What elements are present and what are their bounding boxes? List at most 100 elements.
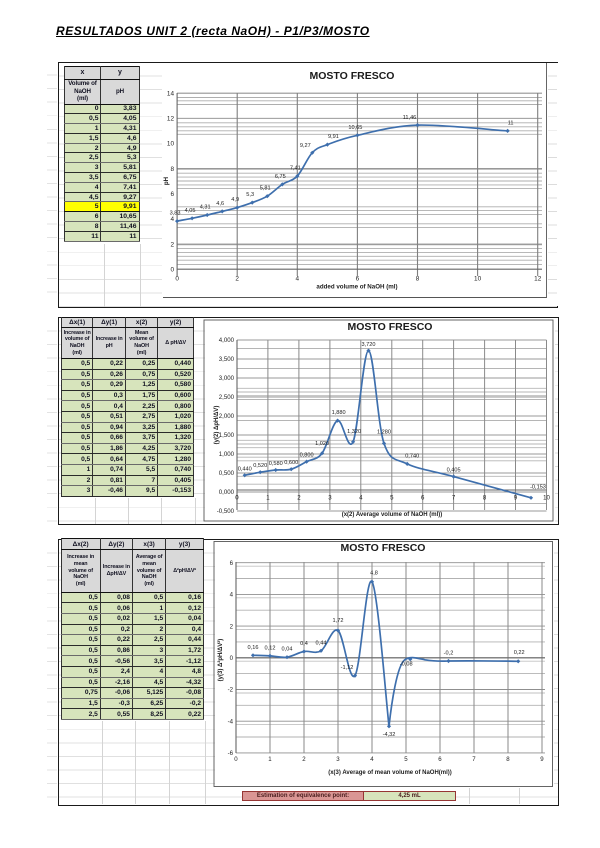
svg-text:-2: -2 bbox=[228, 687, 234, 694]
svg-text:added volume of NaOH (ml): added volume of NaOH (ml) bbox=[316, 284, 397, 291]
svg-text:-0,500: -0,500 bbox=[217, 508, 235, 515]
svg-text:1,280: 1,280 bbox=[377, 429, 391, 435]
svg-text:4,9: 4,9 bbox=[231, 197, 239, 203]
svg-text:0,800: 0,800 bbox=[300, 453, 314, 459]
svg-text:3: 3 bbox=[328, 495, 332, 502]
svg-text:3,000: 3,000 bbox=[219, 375, 235, 382]
svg-text:8: 8 bbox=[506, 756, 510, 763]
svg-text:0,520: 0,520 bbox=[253, 463, 267, 469]
svg-text:0,44: 0,44 bbox=[316, 640, 327, 646]
svg-text:3,83: 3,83 bbox=[170, 211, 181, 217]
svg-text:-4,32: -4,32 bbox=[383, 732, 396, 738]
svg-text:9: 9 bbox=[514, 495, 518, 502]
svg-text:(x(3) Average of mean volume o: (x(3) Average of mean volume of NaOH(ml)… bbox=[328, 770, 452, 776]
svg-text:4: 4 bbox=[230, 592, 234, 599]
svg-text:12: 12 bbox=[167, 116, 175, 123]
svg-text:4,000: 4,000 bbox=[219, 337, 235, 344]
svg-text:4,8: 4,8 bbox=[370, 571, 378, 577]
svg-text:0: 0 bbox=[235, 495, 239, 502]
svg-text:7,41: 7,41 bbox=[290, 166, 301, 172]
svg-text:0,12: 0,12 bbox=[265, 645, 276, 651]
svg-text:MOSTO FRESCO: MOSTO FRESCO bbox=[310, 70, 395, 82]
svg-text:6: 6 bbox=[230, 560, 234, 567]
svg-text:1: 1 bbox=[266, 495, 270, 502]
svg-text:3,720: 3,720 bbox=[362, 342, 376, 348]
svg-text:6: 6 bbox=[438, 756, 442, 763]
svg-text:9,91: 9,91 bbox=[328, 134, 339, 140]
svg-text:9: 9 bbox=[540, 756, 544, 763]
svg-text:10: 10 bbox=[474, 275, 482, 282]
svg-text:12: 12 bbox=[534, 275, 542, 282]
svg-text:6,75: 6,75 bbox=[275, 174, 286, 180]
svg-text:6: 6 bbox=[170, 191, 174, 198]
svg-text:4: 4 bbox=[359, 495, 363, 502]
svg-text:0,16: 0,16 bbox=[248, 645, 259, 651]
svg-text:1,72: 1,72 bbox=[333, 618, 344, 624]
svg-text:-0,153: -0,153 bbox=[530, 484, 546, 490]
svg-text:4,31: 4,31 bbox=[200, 205, 211, 211]
svg-text:10,65: 10,65 bbox=[348, 125, 362, 131]
svg-text:6: 6 bbox=[421, 495, 425, 502]
svg-text:0,740: 0,740 bbox=[405, 453, 419, 459]
svg-text:0: 0 bbox=[234, 756, 238, 763]
svg-text:7: 7 bbox=[452, 495, 456, 502]
svg-text:6: 6 bbox=[356, 275, 360, 282]
svg-text:1: 1 bbox=[268, 756, 272, 763]
svg-text:1,020: 1,020 bbox=[315, 441, 329, 447]
svg-text:5,81: 5,81 bbox=[260, 186, 271, 192]
svg-text:MOSTO FRESCO: MOSTO FRESCO bbox=[348, 321, 433, 333]
svg-text:8: 8 bbox=[483, 495, 487, 502]
svg-text:pH: pH bbox=[163, 176, 170, 185]
svg-text:10: 10 bbox=[543, 495, 550, 502]
svg-text:8: 8 bbox=[416, 275, 420, 282]
svg-text:3,500: 3,500 bbox=[219, 356, 235, 363]
svg-text:-0,08: -0,08 bbox=[400, 662, 413, 668]
svg-text:11,46: 11,46 bbox=[403, 115, 417, 121]
svg-text:4: 4 bbox=[370, 756, 374, 763]
svg-text:1,320: 1,320 bbox=[347, 429, 361, 435]
svg-text:4,6: 4,6 bbox=[216, 201, 224, 207]
svg-text:10: 10 bbox=[167, 141, 175, 148]
svg-text:0: 0 bbox=[170, 266, 174, 273]
svg-text:0: 0 bbox=[175, 275, 179, 282]
svg-text:0,000: 0,000 bbox=[219, 489, 235, 496]
svg-text:2: 2 bbox=[297, 495, 301, 502]
svg-text:3: 3 bbox=[336, 756, 340, 763]
svg-text:2,500: 2,500 bbox=[219, 394, 235, 401]
svg-text:(x(2) Average volume of NaOH (: (x(2) Average volume of NaOH (ml)) bbox=[342, 512, 443, 518]
svg-text:0,22: 0,22 bbox=[514, 650, 525, 656]
svg-text:0,440: 0,440 bbox=[238, 466, 252, 472]
svg-text:4: 4 bbox=[170, 216, 174, 223]
svg-text:0,405: 0,405 bbox=[447, 468, 461, 474]
svg-text:1,880: 1,880 bbox=[332, 410, 346, 416]
svg-text:0,580: 0,580 bbox=[269, 461, 283, 467]
svg-text:5: 5 bbox=[404, 756, 408, 763]
svg-text:1,000: 1,000 bbox=[219, 451, 235, 458]
svg-text:4: 4 bbox=[296, 275, 300, 282]
svg-text:8: 8 bbox=[170, 166, 174, 173]
svg-text:MOSTO FRESCO: MOSTO FRESCO bbox=[341, 542, 426, 554]
svg-text:(y(2) ΔpH/ΔV): (y(2) ΔpH/ΔV) bbox=[214, 406, 220, 445]
svg-text:(y(3) Δ²pH/ΔV²): (y(3) Δ²pH/ΔV²) bbox=[217, 639, 224, 682]
svg-text:14: 14 bbox=[167, 90, 175, 97]
svg-text:11: 11 bbox=[508, 120, 514, 126]
svg-text:5,3: 5,3 bbox=[246, 192, 254, 198]
svg-text:7: 7 bbox=[472, 756, 476, 763]
svg-text:2: 2 bbox=[170, 241, 174, 248]
svg-text:0,04: 0,04 bbox=[282, 647, 293, 653]
svg-text:4,05: 4,05 bbox=[185, 208, 196, 214]
svg-text:-4: -4 bbox=[228, 718, 234, 725]
svg-text:-1,12: -1,12 bbox=[341, 665, 354, 671]
svg-text:-0,2: -0,2 bbox=[444, 651, 454, 657]
svg-text:5: 5 bbox=[390, 495, 394, 502]
svg-text:2: 2 bbox=[302, 756, 306, 763]
svg-text:2: 2 bbox=[230, 623, 234, 630]
svg-text:0: 0 bbox=[230, 655, 234, 662]
svg-text:1,500: 1,500 bbox=[219, 432, 235, 439]
svg-text:-6: -6 bbox=[228, 750, 234, 757]
svg-text:0,4: 0,4 bbox=[300, 641, 308, 647]
svg-text:0,500: 0,500 bbox=[219, 470, 235, 477]
svg-text:2: 2 bbox=[235, 275, 239, 282]
svg-text:2,000: 2,000 bbox=[219, 413, 235, 420]
svg-text:9,27: 9,27 bbox=[300, 143, 311, 149]
